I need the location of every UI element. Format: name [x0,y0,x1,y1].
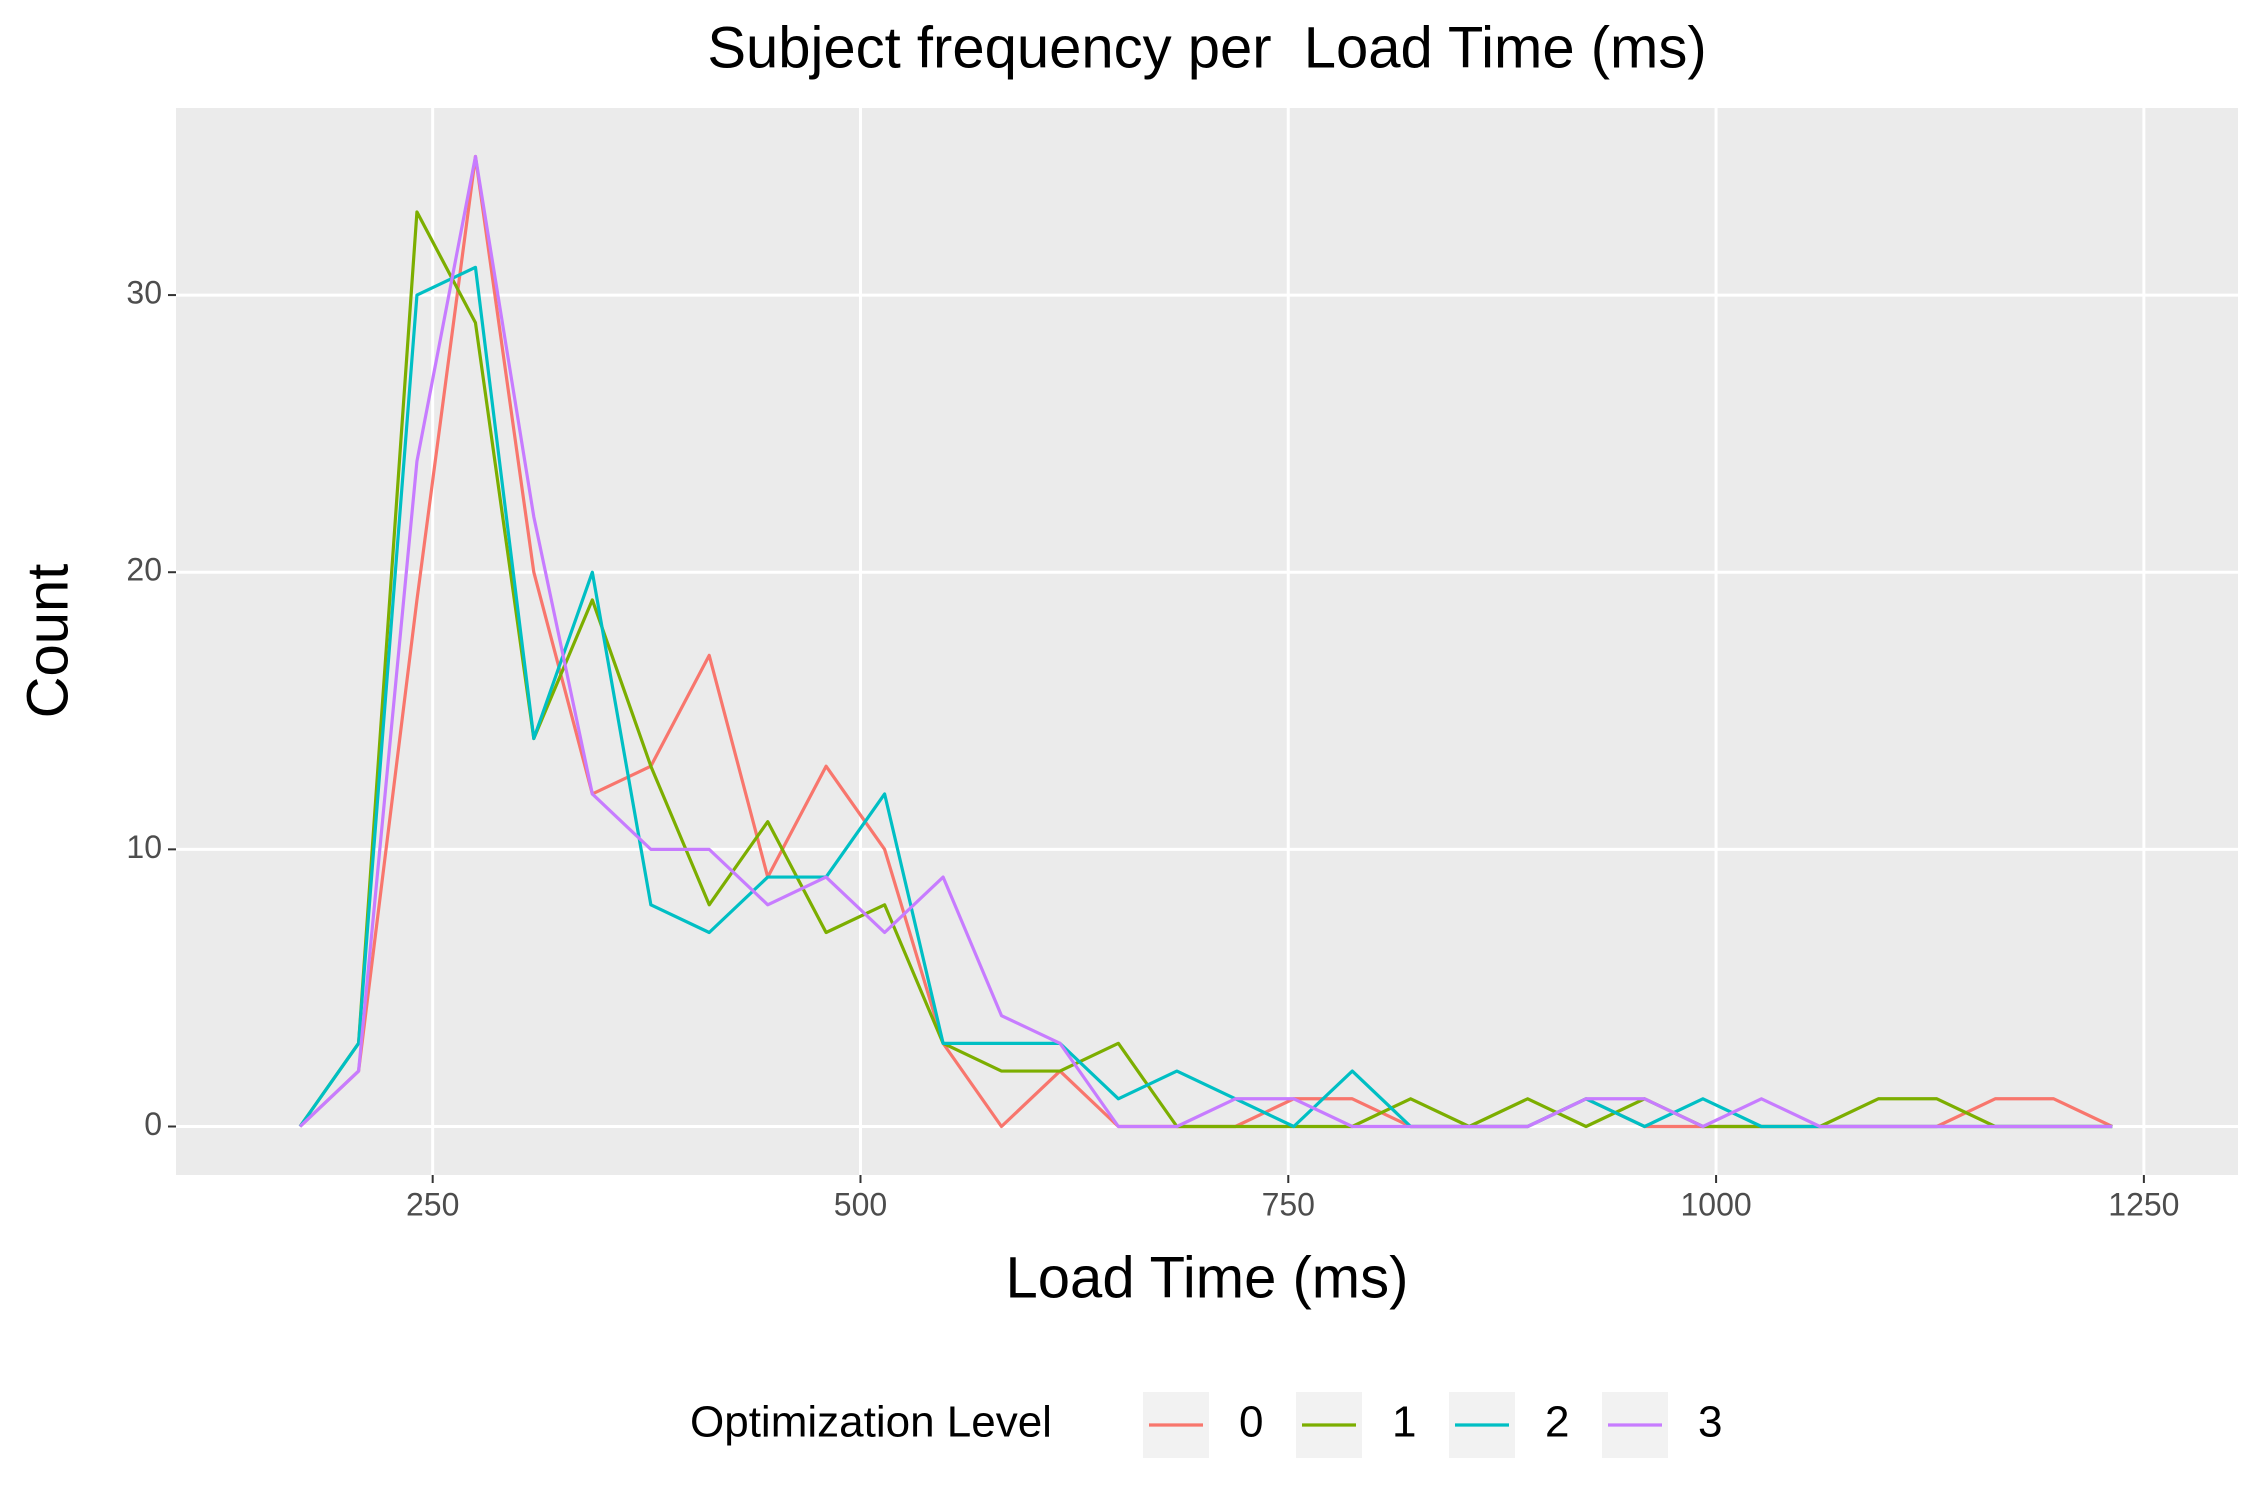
series-line [298,154,2113,1129]
y-tick-label: 20 [126,552,162,588]
legend-label: 2 [1545,1398,1569,1447]
legend-label: 1 [1392,1398,1416,1447]
legend-title: Optimization Level [690,1398,1052,1447]
series-line [298,265,2113,1129]
legend-label: 0 [1239,1398,1263,1447]
x-tick-label: 1000 [1680,1186,1751,1222]
y-tick-label: 0 [144,1106,162,1142]
panel [176,108,2238,1175]
y-tick-label: 10 [126,829,162,865]
y-tick-label: 30 [126,275,162,311]
x-tick-label: 750 [1262,1186,1315,1222]
legend-label: 3 [1698,1398,1722,1447]
x-tick-label: 250 [406,1186,459,1222]
x-axis-title: Load Time (ms) [1006,1245,1409,1310]
x-tick-label: 500 [834,1186,887,1222]
y-axis-title: Count [15,564,80,719]
chart-title: Subject frequency per Load Time (ms) [707,15,1706,80]
x-tick-label: 1250 [2108,1186,2179,1222]
